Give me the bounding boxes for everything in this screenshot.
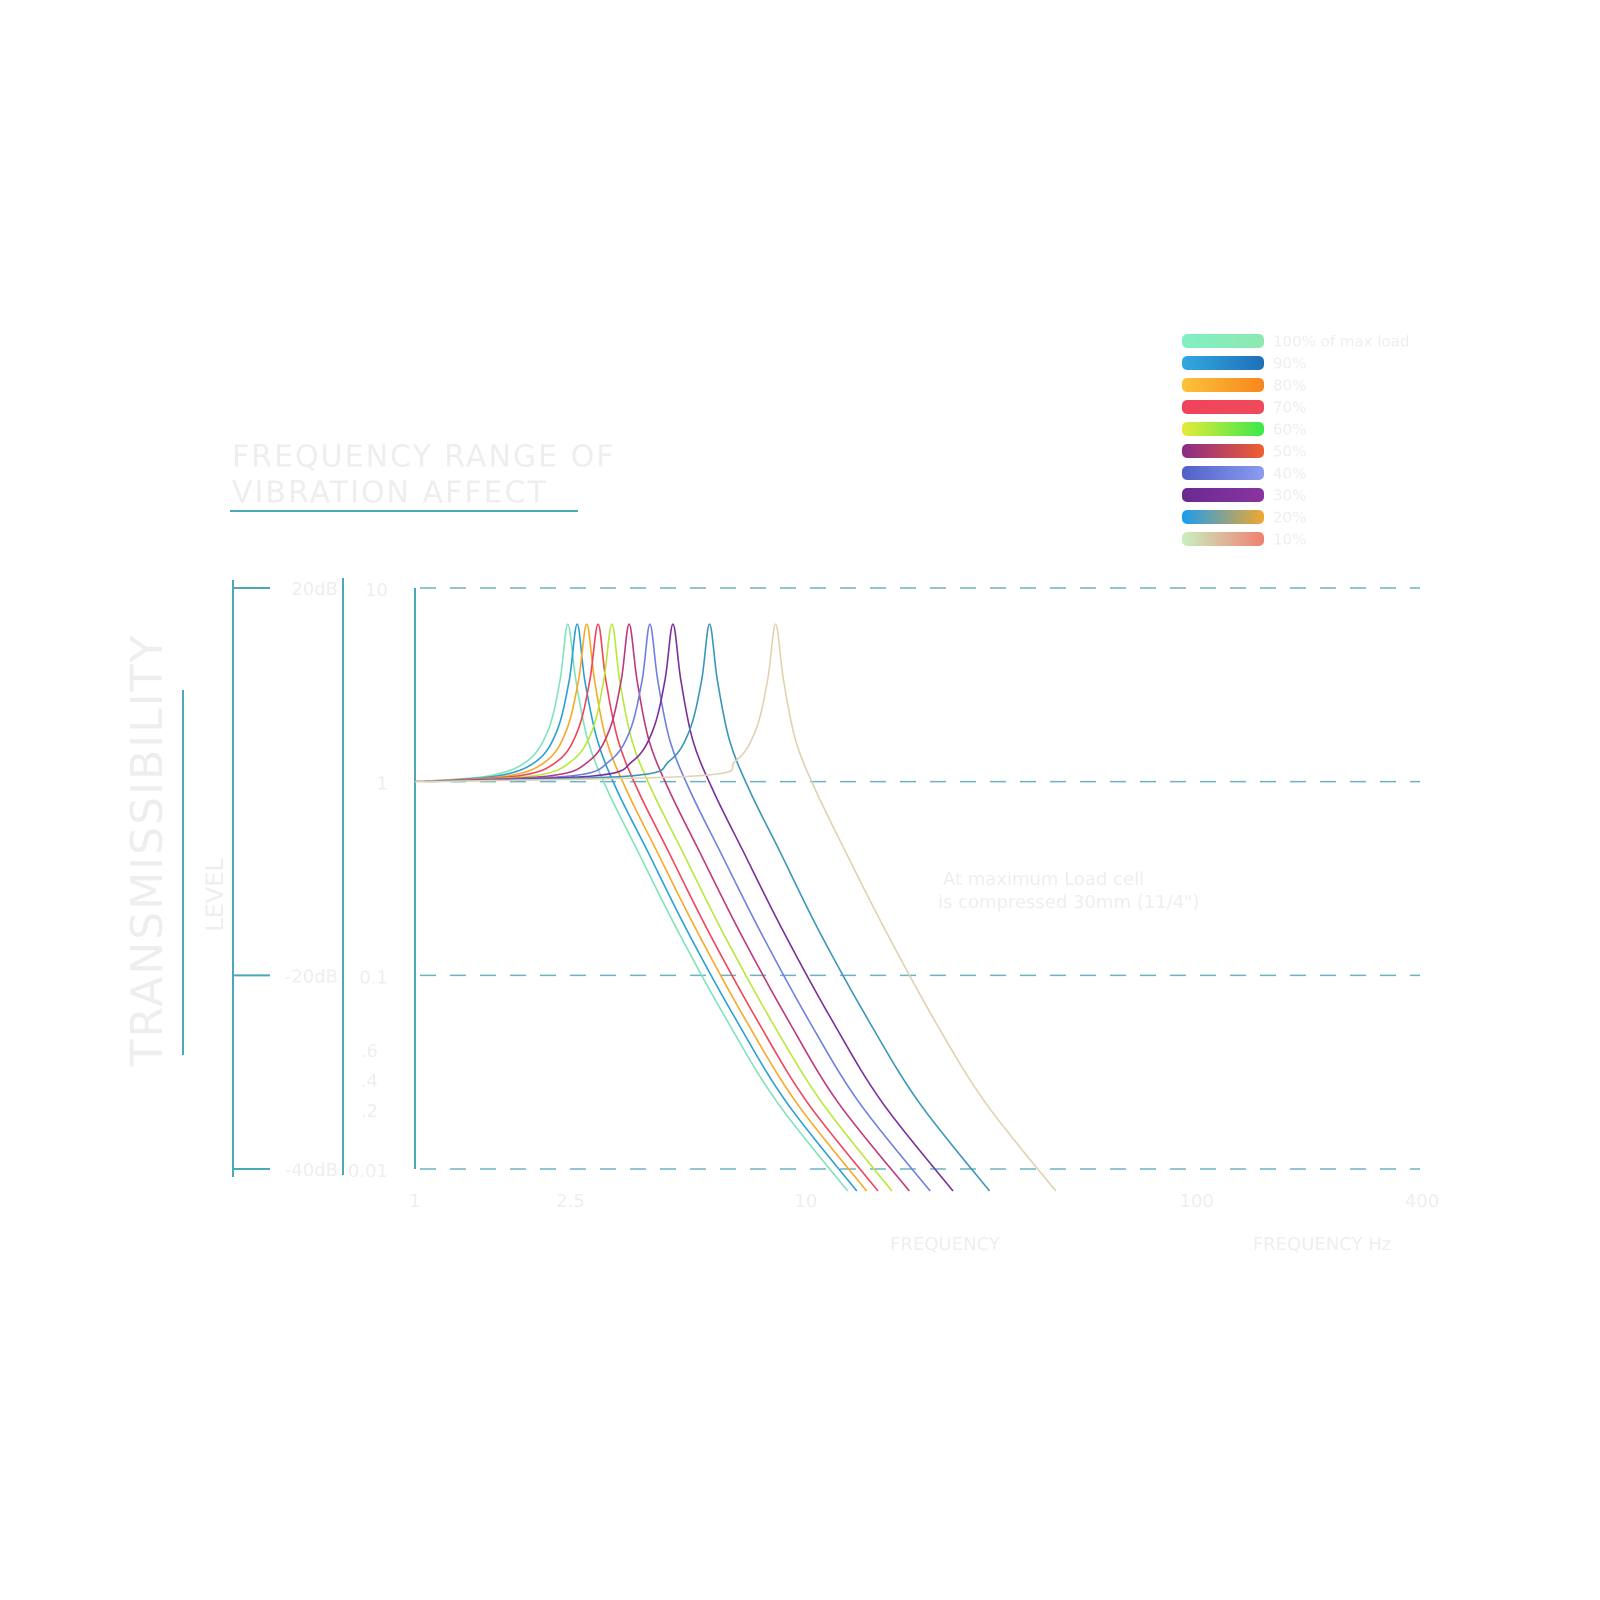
chart-title: FREQUENCY RANGE OF [232,440,616,475]
legend-label: 30% [1273,487,1306,505]
series-line [414,623,858,1192]
y-minor-label: .2 [361,1101,378,1122]
y-minor-label: .4 [361,1071,378,1092]
legend-label: 90% [1273,355,1306,373]
legend-label: 50% [1273,443,1306,461]
legend-label: 10% [1273,531,1306,549]
db-tick-label: -20dB [285,966,338,987]
annotation: At maximum Load cell [943,869,1144,890]
legend-swatch [1182,488,1264,502]
y-axis-title: TRANSMISSIBILITY [122,634,173,1068]
series-line [414,623,893,1192]
legend-label: 20% [1273,509,1306,527]
legend-swatch [1182,510,1264,524]
y-tick-label: 10 [365,580,388,601]
x-tick-label: 2.5 [556,1191,585,1212]
x-axis-title: FREQUENCY Hz [1253,1234,1391,1255]
y-tick-label: 0.01 [348,1161,388,1182]
legend-label: 100% of max load [1273,333,1409,351]
y-tick-label: 0.1 [359,967,388,988]
db-tick-label: -40dB [285,1160,338,1181]
series-line [414,623,910,1192]
x-tick-label: 400 [1405,1191,1439,1212]
series-line [414,623,931,1192]
legend-label: 40% [1273,465,1306,483]
legend-swatch [1182,378,1264,392]
legend-swatch [1182,444,1264,458]
x-tick-label: 1 [409,1191,420,1212]
series-line [414,623,1057,1192]
y-tick-label: 1 [377,774,388,795]
y-axis-subtitle: LEVEL [201,858,229,932]
y-minor-label: .6 [361,1041,378,1062]
legend-swatch [1182,422,1264,436]
series-line [414,623,868,1192]
legend-swatch [1182,466,1264,480]
db-tick-label: 20dB [291,579,338,600]
annotation: is compressed 30mm (11/4") [938,892,1199,913]
x-tick-label: 10 [794,1191,817,1212]
x-axis-title: FREQUENCY [890,1234,1001,1255]
legend-swatch [1182,356,1264,370]
legend-label: 60% [1273,421,1306,439]
series-line [414,623,991,1192]
legend-label: 80% [1273,377,1306,395]
legend-swatch [1182,532,1264,546]
x-tick-label: 100 [1180,1191,1214,1212]
legend-swatch [1182,334,1264,348]
legend-label: 70% [1273,399,1306,417]
series-line [414,623,879,1192]
legend-swatch [1182,400,1264,414]
series-line [414,623,849,1192]
chart-subtitle: VIBRATION AFFECT [232,476,548,511]
